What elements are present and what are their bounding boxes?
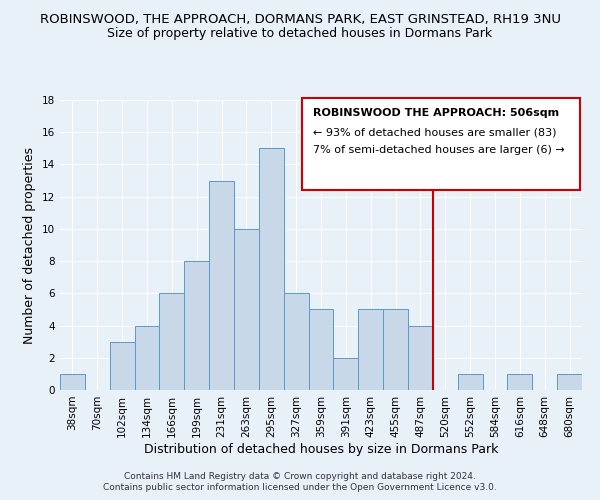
Bar bbox=[557, 374, 582, 390]
Text: 7% of semi-detached houses are larger (6) →: 7% of semi-detached houses are larger (6… bbox=[313, 145, 564, 155]
Text: ROBINSWOOD, THE APPROACH, DORMANS PARK, EAST GRINSTEAD, RH19 3NU: ROBINSWOOD, THE APPROACH, DORMANS PARK, … bbox=[40, 12, 560, 26]
Bar bbox=[259, 148, 284, 390]
Text: Contains public sector information licensed under the Open Government Licence v3: Contains public sector information licen… bbox=[103, 484, 497, 492]
Bar bbox=[184, 261, 209, 390]
Bar bbox=[134, 326, 160, 390]
Text: Contains HM Land Registry data © Crown copyright and database right 2024.: Contains HM Land Registry data © Crown c… bbox=[124, 472, 476, 481]
Bar bbox=[334, 358, 358, 390]
Bar bbox=[508, 374, 532, 390]
Y-axis label: Number of detached properties: Number of detached properties bbox=[23, 146, 37, 344]
Text: Size of property relative to detached houses in Dormans Park: Size of property relative to detached ho… bbox=[107, 28, 493, 40]
Bar bbox=[383, 310, 408, 390]
X-axis label: Distribution of detached houses by size in Dormans Park: Distribution of detached houses by size … bbox=[144, 442, 498, 456]
Text: ROBINSWOOD THE APPROACH: 506sqm: ROBINSWOOD THE APPROACH: 506sqm bbox=[313, 108, 559, 118]
Bar bbox=[458, 374, 482, 390]
Bar bbox=[60, 374, 85, 390]
Bar bbox=[110, 342, 134, 390]
Bar bbox=[160, 294, 184, 390]
Bar bbox=[308, 310, 334, 390]
Bar bbox=[284, 294, 308, 390]
Bar bbox=[408, 326, 433, 390]
Bar bbox=[358, 310, 383, 390]
Bar bbox=[234, 229, 259, 390]
Text: ← 93% of detached houses are smaller (83): ← 93% of detached houses are smaller (83… bbox=[313, 128, 556, 138]
Bar bbox=[209, 180, 234, 390]
